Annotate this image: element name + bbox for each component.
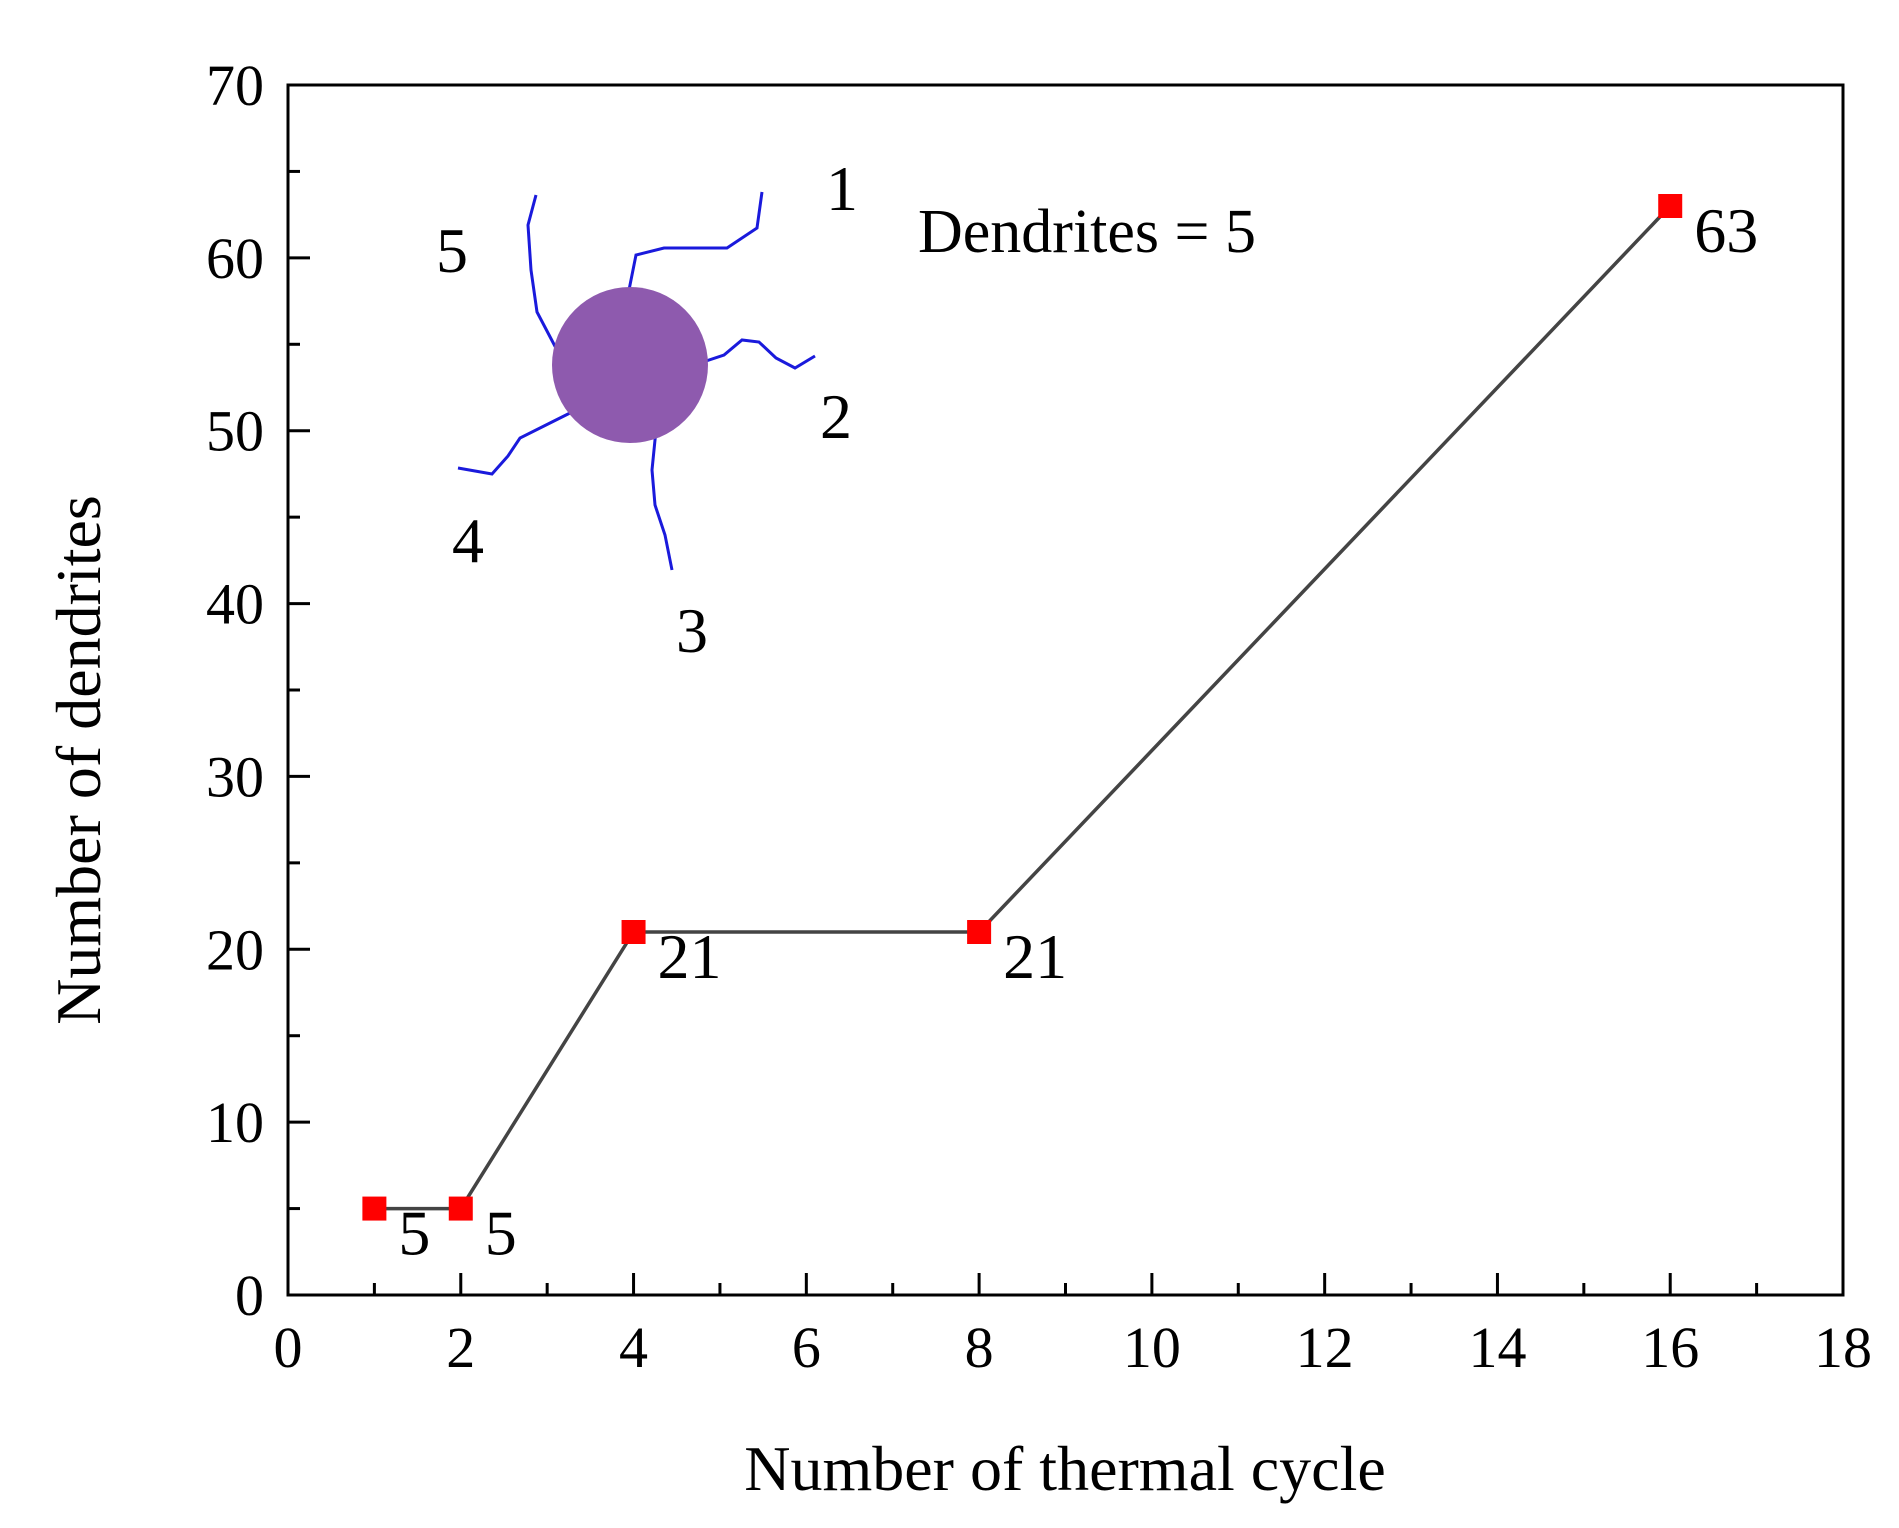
y-tick-label: 40 xyxy=(206,572,264,637)
x-tick-label: 12 xyxy=(1296,1315,1354,1380)
branch-label-1: 1 xyxy=(826,153,858,224)
nucleus-circle xyxy=(552,287,708,443)
x-tick-label: 2 xyxy=(446,1315,475,1380)
y-axis-title: Number of dendrites xyxy=(43,495,114,1025)
data-point-marker xyxy=(621,920,646,944)
data-point-label: 21 xyxy=(1003,921,1067,992)
x-axis: 0 2 4 6 8 10 12 14 16 18 xyxy=(274,1273,1872,1380)
data-point-label: 63 xyxy=(1694,195,1758,266)
y-tick-label: 50 xyxy=(206,399,264,464)
y-tick-label: 10 xyxy=(206,1090,264,1155)
data-point-marker xyxy=(448,1196,473,1221)
x-tick-label: 18 xyxy=(1814,1315,1872,1380)
branch-label-3: 3 xyxy=(676,595,708,666)
data-point-marker xyxy=(1658,194,1683,218)
dendrite-branch-3 xyxy=(650,429,674,571)
y-tick-label: 30 xyxy=(206,744,264,809)
y-tick-label: 20 xyxy=(206,917,264,982)
annotation-dendrites: Dendrites = 5 xyxy=(918,198,1256,266)
data-point-marker xyxy=(967,920,992,944)
branch-label-2: 2 xyxy=(820,381,852,452)
x-tick-label: 10 xyxy=(1123,1315,1181,1380)
x-tick-label: 6 xyxy=(792,1315,821,1380)
branch-label-4: 4 xyxy=(452,505,484,576)
x-tick-label: 14 xyxy=(1468,1315,1526,1380)
dendrite-schematic: 1 2 3 4 5 xyxy=(436,153,858,666)
dendrite-branch-1 xyxy=(626,191,764,296)
data-point-label: 5 xyxy=(398,1198,430,1269)
x-tick-label: 4 xyxy=(619,1315,648,1380)
y-tick-label: 70 xyxy=(206,53,264,118)
dendrite-branch-4 xyxy=(457,406,581,476)
data-point-label: 5 xyxy=(485,1198,517,1269)
data-point-label: 21 xyxy=(658,921,722,992)
dendrite-branch-5 xyxy=(526,194,560,353)
data-point-marker xyxy=(362,1196,387,1221)
x-tick-label: 0 xyxy=(274,1315,303,1380)
y-tick-label: 60 xyxy=(206,226,264,291)
y-axis: 0 10 20 30 40 50 60 70 xyxy=(206,53,310,1328)
branch-label-5: 5 xyxy=(436,215,468,286)
x-axis-title: Number of thermal cycle xyxy=(744,1433,1386,1504)
y-tick-label: 0 xyxy=(235,1263,264,1328)
dendrite-branch-2 xyxy=(699,338,816,370)
x-tick-label: 8 xyxy=(965,1315,994,1380)
x-tick-label: 16 xyxy=(1641,1315,1699,1380)
